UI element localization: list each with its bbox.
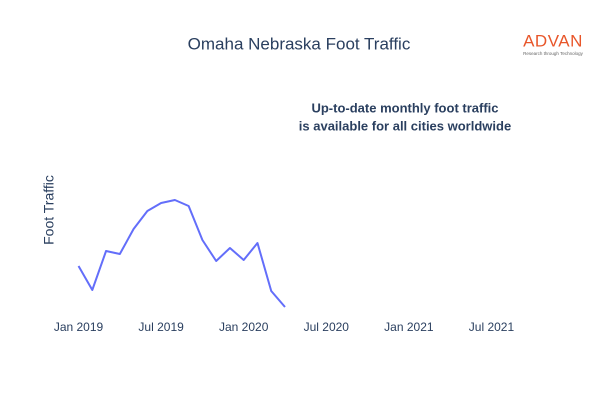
x-tick-label: Jul 2019 [138,320,184,334]
x-tick-label: Jul 2021 [469,320,515,334]
y-axis-label: Foot Traffic [41,175,57,245]
chart-title: Omaha Nebraska Foot Traffic [188,34,411,53]
logo-name: ADVAN [523,31,583,50]
x-tick-label: Jul 2020 [304,320,350,334]
line-series [77,199,286,308]
x-tick-label: Jan 2020 [219,320,269,334]
annotation: Up-to-date monthly foot traffic [311,100,498,115]
annotation: is available for all cities worldwide [299,118,511,133]
x-tick-label: Jan 2021 [384,320,434,334]
x-tick-label: Jan 2019 [54,320,104,334]
logo-tagline: Research through Technology [523,51,583,56]
